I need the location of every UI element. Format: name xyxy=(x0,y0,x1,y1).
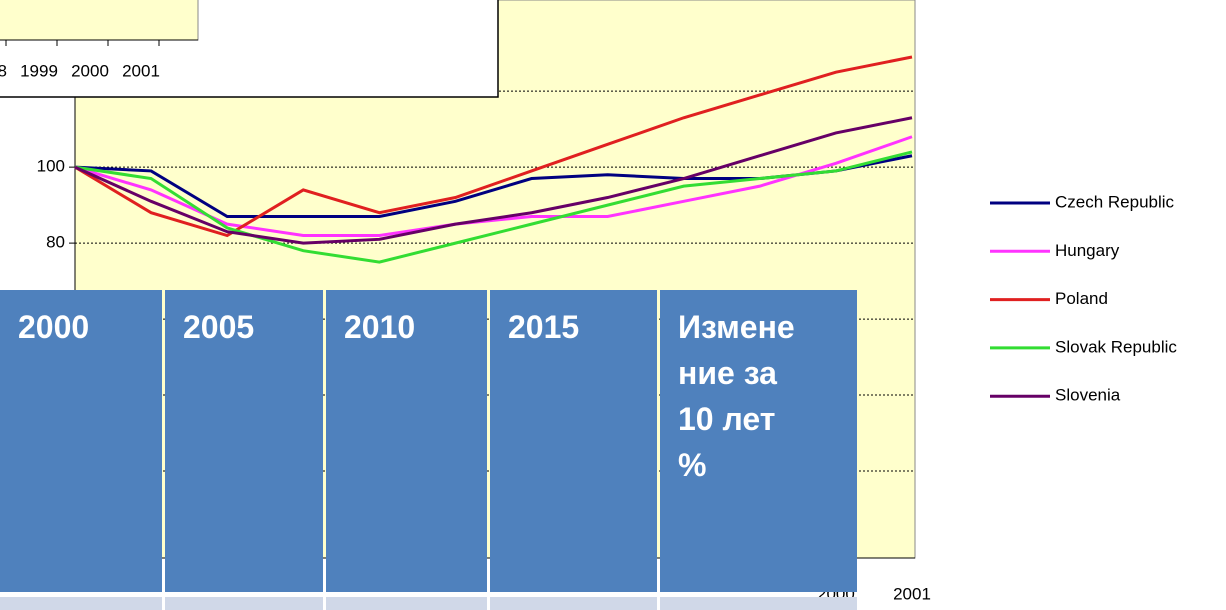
series-line xyxy=(74,116,913,245)
header-cell: 2000 xyxy=(0,290,162,592)
inset-plot xyxy=(0,0,199,41)
body-cell xyxy=(165,597,323,610)
header-cell: 2015 xyxy=(490,290,657,592)
inset-x-label: 2001 xyxy=(122,61,160,80)
legend-label: Poland xyxy=(1055,289,1108,308)
header-cell: 2005 xyxy=(165,290,323,592)
series-line xyxy=(74,150,913,264)
inset-x-label: 1998 xyxy=(0,61,7,80)
series-line xyxy=(74,55,913,238)
legend-label: Slovenia xyxy=(1055,386,1121,405)
body-cell xyxy=(490,597,657,610)
y-tick-label: 100 xyxy=(37,157,65,176)
body-cell xyxy=(326,597,487,610)
body-cell xyxy=(660,597,857,610)
inset-x-label: 2000 xyxy=(71,61,109,80)
inset-x-label: 1999 xyxy=(20,61,58,80)
legend-label: Hungary xyxy=(1055,241,1120,260)
header-cell: Изменение за 10 лет % xyxy=(660,290,857,592)
legend-label: Czech Republic xyxy=(1055,192,1175,211)
x-tick-label: 2001 xyxy=(893,584,931,603)
body-cell xyxy=(0,597,162,610)
y-tick-label: 80 xyxy=(46,233,65,252)
header-cell: 2010 xyxy=(326,290,487,592)
legend-label: Slovak Republic xyxy=(1055,337,1177,356)
